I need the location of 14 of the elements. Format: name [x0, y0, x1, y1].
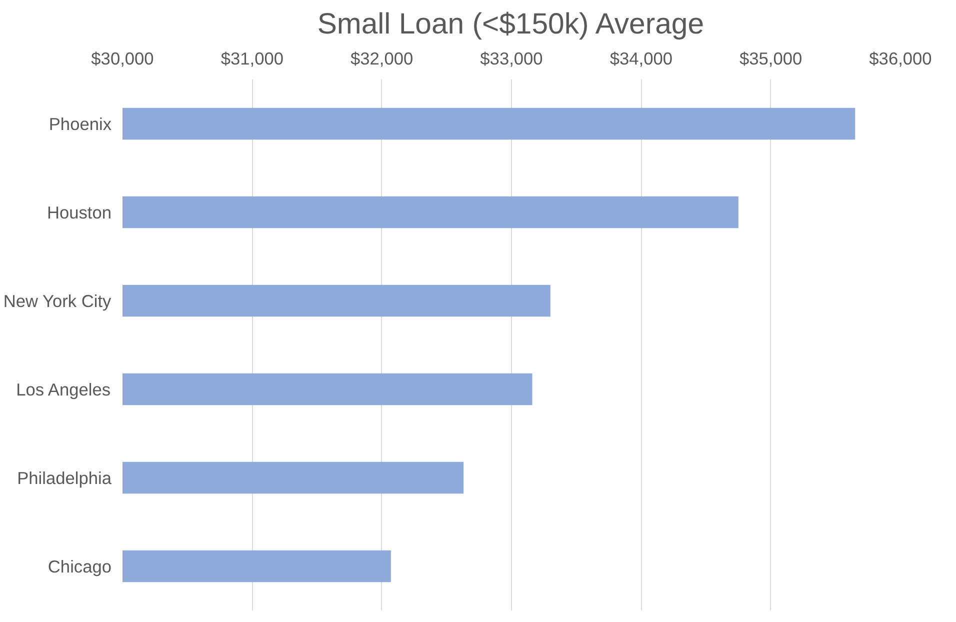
y-tick-label: New York City	[3, 290, 112, 311]
x-tick-label: $34,000	[610, 48, 672, 68]
y-tick-label: Philadelphia	[17, 468, 112, 488]
chart-title: Small Loan (<$150k) Average	[317, 8, 704, 40]
y-tick-label: Chicago	[48, 556, 112, 576]
y-tick-label: Houston	[46, 202, 112, 222]
y-tick-label: Phoenix	[48, 114, 112, 134]
x-tick-label: $33,000	[480, 48, 543, 68]
x-tick-label: $36,000	[869, 48, 932, 68]
x-tick-label: $30,000	[91, 48, 154, 68]
x-tick-label: $35,000	[740, 48, 802, 68]
x-tick-label: $31,000	[220, 48, 284, 68]
y-tick-label: Los Angeles	[16, 379, 111, 400]
x-tick-label: $32,000	[350, 48, 414, 68]
